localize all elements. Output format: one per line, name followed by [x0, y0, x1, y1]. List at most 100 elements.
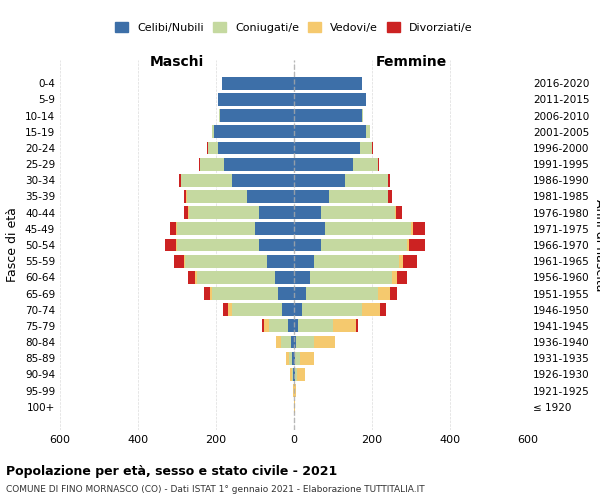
Bar [199, 158, 200, 170]
Bar [353, 158, 378, 170]
Bar [181, 174, 232, 187]
Bar [188, 271, 196, 284]
Bar [388, 190, 392, 203]
Bar [314, 336, 335, 348]
Bar [177, 238, 259, 252]
Bar [310, 271, 392, 284]
Bar [293, 368, 294, 381]
Bar [294, 254, 314, 268]
Text: COMUNE DI FINO MORNASCO (CO) - Dati ISTAT 1° gennaio 2021 - Elaborazione TUTTITA: COMUNE DI FINO MORNASCO (CO) - Dati ISTA… [6, 485, 425, 494]
Bar [283, 303, 294, 316]
Bar [185, 254, 266, 268]
Bar [388, 174, 390, 187]
Bar [219, 109, 220, 122]
Bar [247, 190, 294, 203]
Bar [360, 142, 372, 154]
Text: Femmine: Femmine [376, 54, 446, 68]
Bar [184, 254, 185, 268]
Bar [395, 206, 396, 219]
Bar [266, 254, 294, 268]
Y-axis label: Anni di nascita: Anni di nascita [593, 198, 600, 291]
Bar [294, 109, 362, 122]
Bar [292, 352, 294, 364]
Bar [325, 222, 411, 235]
Bar [291, 336, 294, 348]
Bar [222, 77, 294, 90]
Bar [164, 238, 176, 252]
Bar [218, 93, 294, 106]
Bar [255, 222, 294, 235]
Bar [184, 206, 188, 219]
Bar [294, 126, 366, 138]
Bar [259, 238, 294, 252]
Bar [259, 206, 294, 219]
Bar [228, 303, 232, 316]
Bar [294, 158, 353, 170]
Bar [294, 174, 344, 187]
Bar [196, 271, 197, 284]
Bar [294, 142, 360, 154]
Bar [170, 222, 176, 235]
Bar [295, 352, 300, 364]
Bar [187, 190, 247, 203]
Bar [264, 320, 269, 332]
Bar [295, 384, 296, 397]
Bar [295, 368, 297, 381]
Bar [294, 77, 362, 90]
Bar [232, 303, 283, 316]
Bar [262, 320, 264, 332]
Bar [329, 190, 388, 203]
Bar [218, 142, 294, 154]
Bar [289, 352, 292, 364]
Bar [372, 142, 373, 154]
Bar [294, 271, 310, 284]
Bar [223, 303, 228, 316]
Text: Popolazione per età, sesso e stato civile - 2021: Popolazione per età, sesso e stato civil… [6, 465, 337, 478]
Bar [300, 352, 314, 364]
Bar [378, 287, 389, 300]
Bar [294, 206, 322, 219]
Bar [208, 142, 218, 154]
Bar [400, 254, 403, 268]
Bar [286, 352, 289, 364]
Bar [294, 303, 302, 316]
Bar [212, 287, 278, 300]
Bar [409, 238, 425, 252]
Bar [212, 126, 214, 138]
Bar [306, 287, 378, 300]
Bar [322, 238, 407, 252]
Bar [413, 222, 425, 235]
Bar [294, 190, 329, 203]
Bar [210, 287, 212, 300]
Bar [278, 287, 294, 300]
Bar [214, 126, 294, 138]
Bar [302, 303, 362, 316]
Bar [314, 254, 400, 268]
Bar [269, 320, 288, 332]
Bar [197, 271, 275, 284]
Bar [179, 174, 181, 187]
Bar [281, 336, 291, 348]
Bar [389, 287, 397, 300]
Bar [288, 320, 294, 332]
Bar [396, 206, 402, 219]
Bar [220, 109, 294, 122]
Bar [333, 320, 356, 332]
Bar [380, 303, 386, 316]
Bar [403, 254, 417, 268]
Bar [294, 352, 295, 364]
Bar [362, 303, 380, 316]
Bar [297, 368, 305, 381]
Bar [411, 222, 413, 235]
Bar [232, 174, 294, 187]
Bar [275, 271, 294, 284]
Bar [174, 254, 184, 268]
Bar [294, 336, 296, 348]
Bar [298, 320, 333, 332]
Bar [204, 287, 210, 300]
Bar [378, 158, 379, 170]
Bar [397, 271, 407, 284]
Legend: Celibi/Nubili, Coniugati/e, Vedovi/e, Divorziati/e: Celibi/Nubili, Coniugati/e, Vedovi/e, Di… [111, 18, 477, 37]
Bar [294, 222, 325, 235]
Bar [344, 174, 388, 187]
